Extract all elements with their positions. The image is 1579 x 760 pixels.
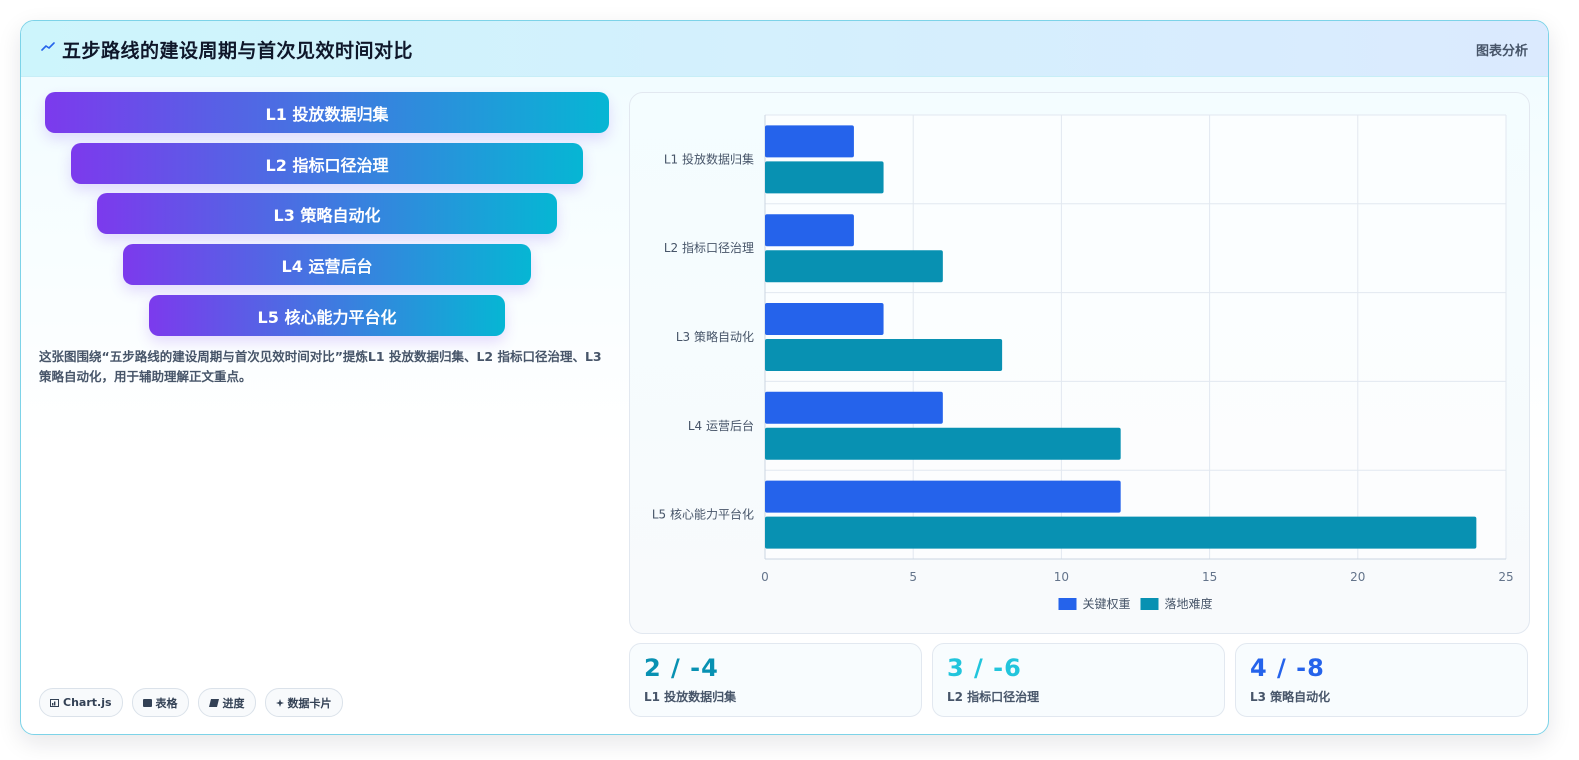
legend-label: 落地难度 (1165, 596, 1213, 611)
chip-label: 表格 (155, 696, 178, 710)
stat-label: L1 投放数据归集 (644, 690, 737, 704)
bar-key-weight (765, 303, 884, 335)
x-tick-label: 25 (1498, 570, 1513, 584)
funnel-step-label: L3 策略自动化 (273, 205, 381, 225)
stat-label: L3 策略自动化 (1250, 690, 1331, 704)
funnel-step-label: L5 核心能力平台化 (257, 307, 397, 327)
legend-swatch (1140, 598, 1159, 610)
x-tick-label: 15 (1202, 570, 1217, 584)
bar-difficulty (765, 427, 1121, 460)
chip-label: 数据卡片 (287, 696, 332, 710)
bar-key-weight (765, 391, 943, 424)
stat-card-l3: 4 / -8 L3 策略自动化 (1235, 643, 1528, 717)
chip-label: 进度 (222, 696, 245, 710)
chart-analysis-tag: 图表分析 (1475, 44, 1528, 59)
table-icon (142, 698, 152, 707)
bar-difficulty (765, 339, 1003, 371)
stat-value: 2 / -4 (644, 654, 719, 682)
bar-key-weight (765, 214, 854, 247)
stat-value: 3 / -6 (947, 654, 1022, 682)
sparkle-icon (275, 698, 284, 707)
bar-difficulty (765, 516, 1477, 549)
chip-label: Chart.js (63, 696, 112, 709)
chart-card: 五步路线的建设周期与首次见效时间对比 图表分析 L1 投放数据归集 L2 指标口… (20, 20, 1549, 735)
chart-icon (50, 698, 59, 707)
funnel-step-l3: L3 策略自动化 (97, 193, 557, 234)
bar-key-weight (765, 125, 854, 158)
chip-table[interactable]: 表格 (131, 688, 189, 717)
x-tick-label: 0 (761, 570, 769, 584)
funnel-step-label: L1 投放数据归集 (265, 104, 389, 124)
stat-label: L2 指标口径治理 (947, 690, 1040, 704)
funnel-step-l5: L5 核心能力平台化 (149, 295, 505, 336)
x-tick-label: 5 (909, 570, 917, 584)
bar-chart-panel: 0 5 10 15 20 25 L1 投放数据归集 L2 指标口径治理 L3 策略自动化 L4 运… (629, 92, 1530, 634)
funnel-step-l4: L4 运营后台 (123, 244, 531, 285)
y-tick-label: L4 运营后台 (688, 418, 754, 433)
horizontal-bar-chart: 0 5 10 15 20 25 L1 投放数据归集 L2 指标口径治理 L3 策略自动化 L4 运… (652, 114, 1514, 611)
stat-card-l2: 3 / -6 L2 指标口径治理 (932, 643, 1225, 717)
page-title: 五步路线的建设周期与首次见效时间对比 (62, 40, 414, 62)
trend-line-icon (41, 42, 55, 51)
bar-key-weight (765, 480, 1121, 513)
funnel-step-l1: L1 投放数据归集 (45, 92, 609, 133)
legend-label: 关键权重 (1083, 597, 1131, 611)
stat-value: 4 / -8 (1250, 654, 1325, 682)
y-tick-label: L1 投放数据归集 (664, 151, 754, 166)
funnel-step-l2: L2 指标口径治理 (71, 143, 583, 184)
legend-swatch (1058, 598, 1077, 610)
funnel-step-label: L4 运营后台 (281, 256, 373, 276)
x-tick-label: 10 (1054, 570, 1069, 584)
bar-difficulty (765, 250, 943, 283)
feature-chips: Chart.js 表格 进度 数据卡片 (39, 688, 343, 717)
chart-description: 这张图围绕“五步路线的建设周期与首次见效时间对比”提炼L1 投放数据归集、L2 … (39, 349, 602, 384)
y-tick-label: L5 核心能力平台化 (652, 507, 754, 522)
y-tick-label: L2 指标口径治理 (664, 240, 754, 255)
funnel-step-label: L2 指标口径治理 (265, 155, 389, 175)
card-header: 五步路线的建设周期与首次见效时间对比 图表分析 (21, 21, 1548, 77)
chip-data-card[interactable]: 数据卡片 (264, 688, 343, 717)
y-tick-label: L3 策略自动化 (676, 329, 754, 344)
x-tick-label: 20 (1350, 570, 1365, 584)
chip-chartjs[interactable]: Chart.js (39, 688, 123, 717)
bar-difficulty (765, 161, 884, 194)
progress-icon (208, 698, 219, 707)
stat-card-l1: 2 / -4 L1 投放数据归集 (629, 643, 922, 717)
chip-progress[interactable]: 进度 (197, 688, 256, 717)
